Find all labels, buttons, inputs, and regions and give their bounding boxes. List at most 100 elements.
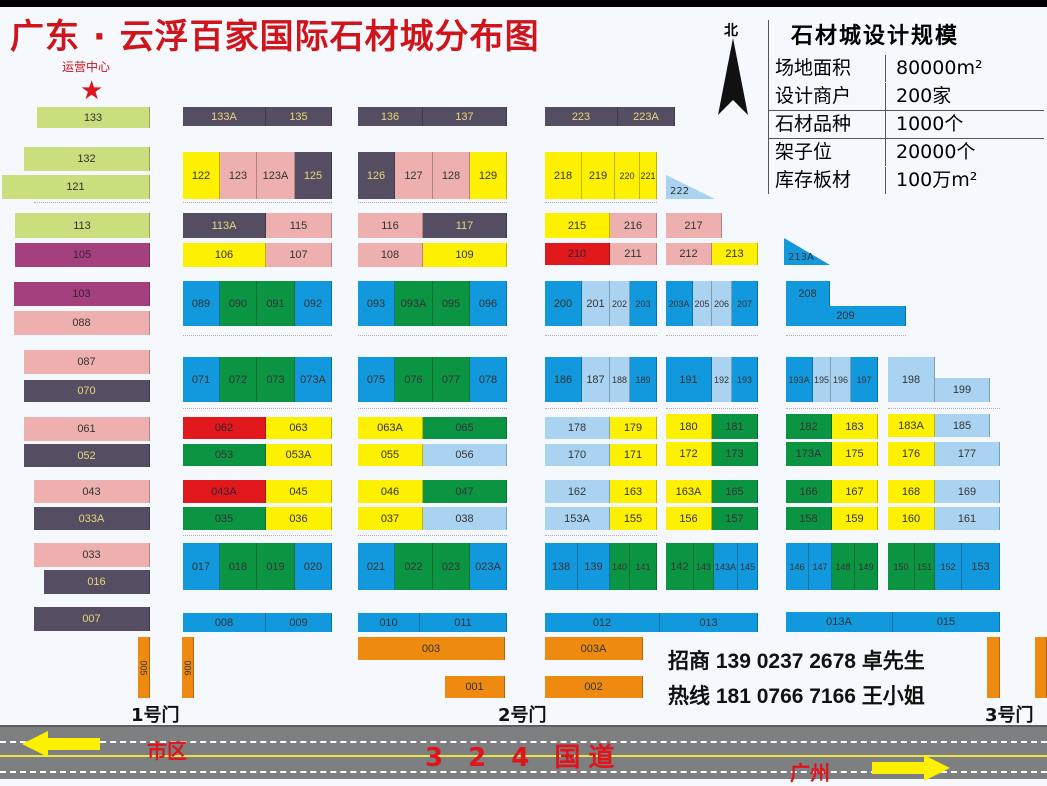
lot-number: 015 <box>936 616 956 628</box>
lot-number: 096 <box>478 297 498 310</box>
lot-128: 128 <box>433 152 470 199</box>
lot-033A: 033A <box>34 507 150 530</box>
lot-063A: 063A <box>358 417 423 439</box>
lot-number: 163 <box>623 485 643 498</box>
lot-206: 206 <box>712 281 732 326</box>
lot-number: 140 <box>611 561 628 572</box>
lot-number: 065 <box>455 422 474 434</box>
lot-number: 062 <box>214 422 234 434</box>
lot-135: 135 <box>266 107 332 126</box>
lot-number: 167 <box>845 485 864 498</box>
lot-115: 115 <box>266 213 332 238</box>
gate-3-label: 3号门 <box>985 705 1034 726</box>
road-name: 3 2 4 国道 <box>425 743 623 773</box>
lot-195: 195 <box>813 357 831 402</box>
lot-number: 195 <box>813 374 830 385</box>
lot-number: 091 <box>266 297 285 310</box>
lot-number: 173A <box>795 448 822 460</box>
lot-136: 136 <box>358 107 423 126</box>
legend-value: 100万m² <box>896 169 978 191</box>
lane-divider <box>0 741 1047 743</box>
lot-210: 210 <box>545 243 610 265</box>
lot-number: 170 <box>567 449 587 461</box>
legend-row: 架子位 20000个 <box>769 138 1044 166</box>
lot-number: 186 <box>553 373 573 386</box>
lot-number: 063 <box>289 422 308 434</box>
lot-number: 036 <box>289 512 308 525</box>
lot-139: 139 <box>578 543 610 590</box>
lot-073A: 073A <box>295 357 332 402</box>
lot-216: 216 <box>610 213 657 238</box>
lot-number: 223 <box>571 110 591 123</box>
lot-218: 218 <box>545 152 582 199</box>
lot-number: 056 <box>455 449 474 461</box>
lot-number: 191 <box>679 373 698 386</box>
lot-number: 202 <box>611 298 628 309</box>
lot-166: 166 <box>786 480 832 503</box>
lot-179: 179 <box>610 417 657 439</box>
lot-138: 138 <box>545 543 578 590</box>
row-divider <box>545 535 657 536</box>
lot-number: 016 <box>87 576 106 588</box>
legend-key: 设计商户 <box>769 83 886 110</box>
lot-number: 127 <box>404 169 423 182</box>
map-title: 广东 · 云浮百家国际石材城分布图 <box>10 17 540 57</box>
lot-number: 157 <box>725 512 744 525</box>
lot-022: 022 <box>395 543 433 590</box>
lot-number: 006 <box>182 659 193 676</box>
lot-number: 129 <box>478 169 498 182</box>
lot-178: 178 <box>545 417 610 439</box>
lot-number: 109 <box>455 249 474 261</box>
lot-077: 077 <box>433 357 470 402</box>
lot-number: 218 <box>553 169 573 182</box>
lot-number: 053 <box>214 449 234 461</box>
lot-number: 138 <box>551 560 571 573</box>
lot-215: 215 <box>545 213 610 238</box>
lot-number: 061 <box>77 423 96 435</box>
lot-number: 187 <box>586 373 605 386</box>
lot-091: 091 <box>257 281 295 326</box>
lot-number: 128 <box>441 169 461 182</box>
lot-213: 213 <box>712 243 758 265</box>
lot-number: 161 <box>957 512 977 525</box>
lot-number: 137 <box>455 110 474 123</box>
row-divider <box>358 335 507 336</box>
lot-number: 217 <box>684 219 703 232</box>
lot-number: 073A <box>300 373 326 386</box>
lot-number: 103 <box>72 288 91 300</box>
lot-023A: 023A <box>470 543 507 590</box>
lot-168: 168 <box>888 480 935 503</box>
lot-number: 201 <box>586 297 605 310</box>
row-divider <box>545 202 657 203</box>
lot-152: 152 <box>935 543 962 590</box>
lot-number: 175 <box>845 448 864 460</box>
lot-number: 117 <box>455 219 474 232</box>
legend-row: 石材品种 1000个 <box>769 110 1044 138</box>
lot-145: 145 <box>738 543 758 590</box>
lot-065: 065 <box>423 417 507 439</box>
operations-center-label: 运营中心 <box>62 60 111 74</box>
lot-096: 096 <box>470 281 507 326</box>
lot-219: 219 <box>582 152 615 199</box>
lot-143A: 143A <box>714 543 738 590</box>
lot-number: 003A <box>580 642 607 655</box>
lot-number: 163A <box>675 485 702 498</box>
lot-177: 177 <box>935 442 1000 466</box>
lot-number: 146 <box>789 561 805 572</box>
lot-number: 153 <box>971 560 990 573</box>
lot-number: 053A <box>285 449 312 461</box>
lot-number: 035 <box>214 512 234 525</box>
row-divider <box>888 408 1000 409</box>
lot-172: 172 <box>666 442 712 466</box>
center-line <box>0 755 1047 757</box>
lot-155: 155 <box>610 507 657 530</box>
row-divider <box>666 408 758 409</box>
lot-150: 150 <box>888 543 915 590</box>
lot-033: 033 <box>34 543 150 567</box>
lot-number: 192 <box>713 374 730 385</box>
lot-046: 046 <box>358 480 423 503</box>
lot-173: 173 <box>712 442 758 466</box>
lot-number: 211 <box>624 248 642 260</box>
lot-number: 173 <box>725 448 744 460</box>
lot-number: 002 <box>584 681 603 693</box>
